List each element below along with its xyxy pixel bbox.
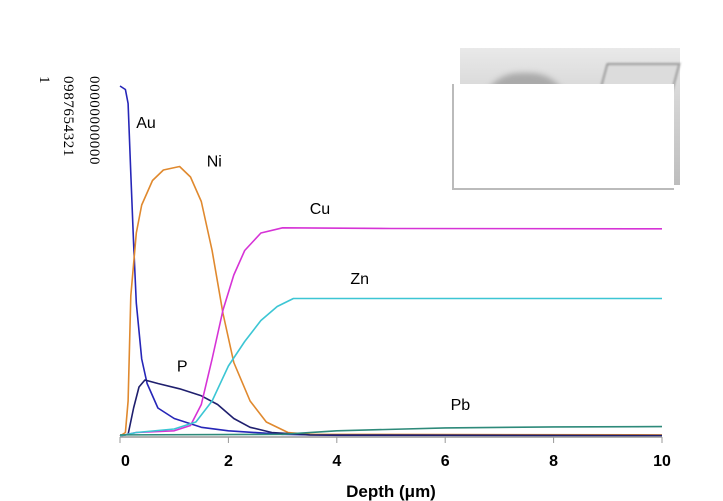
x-axis-label: Depth (μm) bbox=[346, 482, 436, 501]
x-tick-label: 6 bbox=[441, 453, 450, 470]
series-label-zn: Zn bbox=[350, 271, 369, 288]
series-label-p: P bbox=[177, 358, 188, 375]
x-tick-label: 4 bbox=[332, 453, 341, 470]
series-line-au bbox=[119, 85, 663, 437]
y-tick-digit-column: 0987654321 bbox=[60, 76, 76, 157]
series-line-zn bbox=[119, 297, 662, 437]
x-tick-label: 2 bbox=[224, 453, 233, 470]
series-label-pb: Pb bbox=[451, 397, 471, 414]
y-tick-digit-column: 00000000000 bbox=[86, 76, 102, 166]
series-label-ni: Ni bbox=[207, 154, 222, 171]
inset-box bbox=[452, 84, 674, 190]
y-tick-digit-column: 1 bbox=[36, 76, 52, 85]
series-line-p bbox=[119, 379, 663, 437]
series-line-ni bbox=[119, 165, 663, 437]
series-label-cu: Cu bbox=[310, 201, 330, 218]
series-line-cu bbox=[119, 227, 663, 437]
series-line-pb bbox=[119, 425, 663, 436]
series-label-au: Au bbox=[136, 115, 156, 132]
x-tick-label: 10 bbox=[653, 453, 671, 470]
x-tick-label: 0 bbox=[121, 453, 130, 470]
x-tick-label: 8 bbox=[549, 453, 558, 470]
